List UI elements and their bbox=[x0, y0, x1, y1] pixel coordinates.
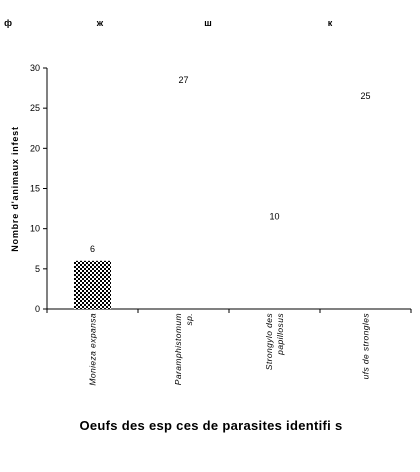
y-tick-label: 15 bbox=[30, 184, 40, 194]
x-axis bbox=[46, 308, 412, 313]
data-label: 27 bbox=[178, 75, 188, 85]
category-label: papillosus bbox=[275, 313, 285, 356]
y-tick-label: 5 bbox=[35, 264, 40, 274]
bar bbox=[74, 260, 111, 309]
category-label: Paramphistomum bbox=[173, 313, 183, 385]
data-labels: 6 27 10 25 bbox=[90, 75, 371, 254]
y-axis: 0 5 10 15 20 25 30 bbox=[30, 63, 48, 314]
top-mark: к bbox=[328, 18, 333, 28]
category-label: sp. bbox=[184, 313, 194, 326]
bar bbox=[347, 108, 384, 309]
data-label: 10 bbox=[269, 212, 279, 222]
x-axis-title: Oeufs des esp ces de parasites identifi … bbox=[79, 418, 342, 433]
top-mark: ф bbox=[4, 18, 12, 28]
y-tick-label: 30 bbox=[30, 63, 40, 73]
bars bbox=[74, 92, 384, 309]
y-axis-title: Nombre d'animaux infest bbox=[10, 126, 20, 252]
top-mark: ж bbox=[96, 18, 104, 28]
y-tick-label: 20 bbox=[30, 143, 40, 153]
data-label: 6 bbox=[90, 244, 95, 254]
y-tick-label: 25 bbox=[30, 103, 40, 113]
data-label: 25 bbox=[360, 91, 370, 101]
category-labels: Monieza expansa Paramphistomum sp. Strongyl… bbox=[88, 313, 371, 386]
category-label: ufs de strongles bbox=[361, 313, 371, 380]
category-label: Monieza expansa bbox=[88, 313, 98, 386]
bar bbox=[165, 92, 202, 309]
bar bbox=[256, 229, 293, 309]
category-label: Strongylo des bbox=[264, 313, 274, 371]
y-tick-label: 10 bbox=[30, 224, 40, 234]
top-mark: ш bbox=[204, 18, 212, 28]
y-tick-label: 0 bbox=[35, 304, 40, 314]
